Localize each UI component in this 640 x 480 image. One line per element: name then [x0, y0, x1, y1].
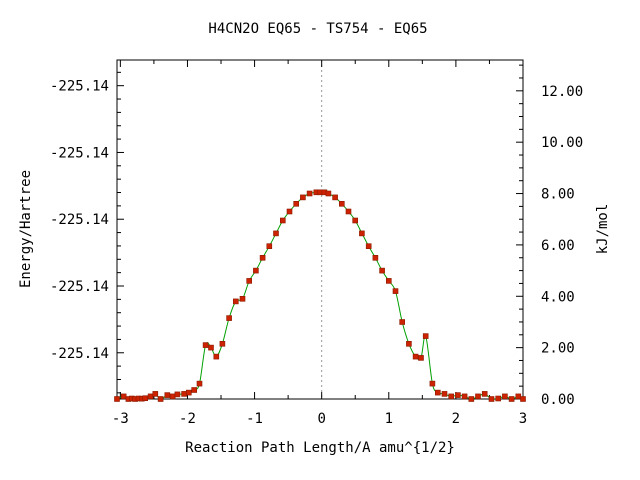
x-tick-label: -2: [179, 411, 196, 427]
data-point: [422, 333, 429, 339]
left-axis-ticks: -225.14 -225.14 -225.14 -225.14 -225.14: [50, 71, 124, 394]
data-point: [455, 392, 461, 398]
right-tick-label: 2.00: [541, 341, 575, 357]
left-tick-label: -225.14: [50, 346, 109, 362]
data-point: [196, 380, 203, 387]
data-point: [379, 267, 385, 274]
data-point: [181, 391, 187, 397]
right-tick-label: 4.00: [541, 289, 575, 305]
data-point: [352, 217, 359, 224]
data-point: [406, 340, 412, 347]
data-point: [441, 391, 448, 397]
data-point: [412, 353, 419, 360]
right-tick-label: 10.00: [541, 135, 583, 151]
y-axis-label-right: kJ/mol: [595, 204, 611, 255]
data-point: [169, 393, 176, 400]
data-point: [448, 393, 455, 400]
data-point: [461, 393, 468, 400]
data-point: [279, 217, 286, 224]
data-point: [332, 194, 338, 201]
data-point: [266, 243, 273, 249]
data-point: [142, 395, 148, 402]
data-point: [219, 340, 226, 347]
chart-title: H4CN2O EQ65 - TS754 - EQ65: [208, 21, 427, 37]
data-point: [372, 255, 379, 261]
left-tick-label: -225.14: [50, 279, 109, 295]
left-tick-label: -225.14: [50, 145, 109, 161]
data-point: [186, 389, 192, 396]
data-point: [488, 396, 495, 402]
right-tick-label: 12.00: [541, 84, 583, 100]
data-point: [213, 353, 220, 360]
data-point: [253, 267, 259, 274]
right-tick-label: 6.00: [541, 238, 575, 254]
data-point: [475, 393, 481, 400]
left-tick-label: -225.14: [50, 79, 109, 95]
right-axis-ticks: 0.00 2.00 4.00 6.00 8.00 10.00 12.00: [516, 64, 583, 408]
data-point: [174, 391, 181, 398]
data-point: [246, 278, 252, 284]
x-tick-label: -1: [246, 411, 263, 427]
left-tick-label: -225.14: [50, 212, 109, 228]
data-point: [226, 315, 232, 321]
x-tick-label: 3: [519, 411, 527, 427]
data-point: [429, 380, 436, 387]
data-point: [325, 190, 332, 197]
x-tick-label: -3: [112, 411, 129, 427]
data-point: [233, 298, 239, 305]
y-axis-label-left: Energy/Hartree: [18, 170, 34, 288]
x-tick-label: 0: [317, 411, 325, 427]
data-point: [345, 208, 352, 215]
energy-profile-points: [114, 189, 526, 402]
data-point: [385, 278, 392, 284]
data-point: [259, 255, 266, 261]
data-point: [273, 230, 279, 237]
data-point: [202, 342, 209, 348]
x-tick-label: 2: [452, 411, 460, 427]
data-point: [520, 396, 526, 402]
data-point: [502, 393, 508, 400]
data-point: [191, 387, 197, 393]
energy-profile-line: [116, 191, 524, 400]
data-point: [365, 243, 372, 249]
data-point: [392, 288, 399, 294]
data-point: [157, 396, 164, 402]
plot-area-frame: [116, 59, 524, 400]
data-point: [286, 208, 293, 215]
data-point: [147, 393, 154, 400]
data-point: [239, 295, 246, 302]
data-point: [208, 344, 214, 351]
data-point: [418, 355, 424, 361]
data-point: [468, 396, 475, 402]
data-point: [164, 392, 171, 398]
data-point: [152, 391, 159, 397]
data-point: [293, 201, 300, 207]
data-point: [481, 391, 488, 397]
data-point: [434, 389, 441, 396]
x-axis-ticks: -3 -2 -1 0 1 2 3: [112, 60, 527, 427]
x-tick-label: 1: [385, 411, 393, 427]
right-tick-label: 0.00: [541, 392, 575, 408]
data-point: [508, 396, 515, 402]
data-point: [120, 393, 127, 400]
data-point: [306, 190, 313, 197]
data-point: [359, 230, 365, 237]
data-point: [495, 395, 502, 402]
data-point: [114, 396, 120, 402]
data-point: [338, 201, 345, 207]
data-point: [515, 393, 522, 400]
data-point: [300, 194, 306, 201]
x-axis-label: Reaction Path Length/A amu^{1/2}: [185, 440, 455, 456]
right-tick-label: 8.00: [541, 187, 575, 203]
data-point: [399, 319, 406, 325]
